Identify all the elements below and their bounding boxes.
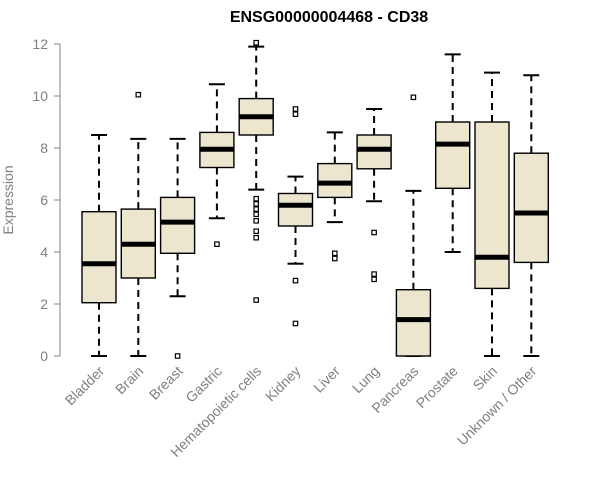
box-skin	[474, 71, 510, 357]
box-series	[81, 39, 549, 359]
box-lung	[356, 108, 392, 283]
outlier-point	[135, 91, 142, 98]
x-tick-label: Kidney	[262, 363, 304, 405]
y-tick-label: 4	[40, 244, 48, 260]
outlier-point	[253, 218, 260, 224]
outlier-point	[371, 276, 377, 283]
outlier-point	[253, 201, 260, 207]
outlier-point	[253, 228, 260, 235]
box-unknown-other	[513, 74, 549, 357]
box-iqr	[81, 210, 117, 304]
box-iqr	[395, 289, 432, 357]
box-bladder	[81, 134, 117, 357]
outlier-point	[174, 353, 181, 359]
x-tick-label: Brain	[112, 363, 146, 397]
x-tick-label: Lung	[349, 363, 382, 396]
box-hematopoietic-cells	[238, 39, 274, 303]
outlier-point	[253, 234, 260, 241]
box-brain	[120, 91, 157, 357]
box-iqr	[435, 121, 471, 190]
box-iqr	[474, 121, 510, 290]
x-tick-label: Breast	[146, 363, 186, 403]
x-tick-label: Liver	[310, 363, 343, 396]
outlier-point	[292, 111, 299, 118]
y-tick-label: 6	[40, 192, 48, 208]
box-breast	[159, 137, 196, 359]
y-tick-label: 8	[40, 140, 48, 156]
box-pancreas	[395, 94, 432, 357]
outlier-point	[332, 250, 338, 257]
x-tick-label: Prostate	[413, 363, 461, 411]
box-liver	[317, 131, 353, 262]
outlier-point	[292, 106, 299, 112]
x-tick-label: Skin	[470, 363, 501, 394]
box-iqr	[317, 162, 353, 199]
y-tick-label: 2	[40, 296, 48, 312]
box-iqr	[277, 192, 314, 227]
outlier-point	[253, 211, 260, 218]
outlier-point	[214, 241, 220, 248]
y-axis: 0 2 4 6 8 10 12	[32, 36, 61, 364]
y-tick-label: 12	[32, 36, 48, 52]
y-tick-label: 10	[32, 88, 48, 104]
outlier-point	[253, 39, 260, 46]
outlier-point	[253, 195, 260, 202]
box-prostate	[435, 53, 471, 253]
box-iqr	[159, 196, 196, 254]
x-tick-label: Bladder	[62, 363, 108, 409]
outlier-point	[253, 297, 260, 303]
outlier-point	[371, 271, 377, 277]
y-tick-label: 0	[40, 348, 48, 364]
box-iqr	[513, 152, 549, 264]
box-gastric	[199, 83, 235, 248]
outlier-point	[253, 206, 260, 212]
outlier-point	[371, 229, 377, 236]
outlier-point	[332, 255, 338, 262]
y-axis-label: Expression	[0, 165, 16, 234]
outlier-point	[292, 277, 299, 284]
chart-title: ENSG00000004468 - CD38	[230, 9, 428, 26]
outlier-point	[410, 94, 417, 101]
box-iqr	[356, 134, 392, 170]
box-kidney	[277, 106, 314, 327]
outlier-point	[292, 320, 299, 327]
